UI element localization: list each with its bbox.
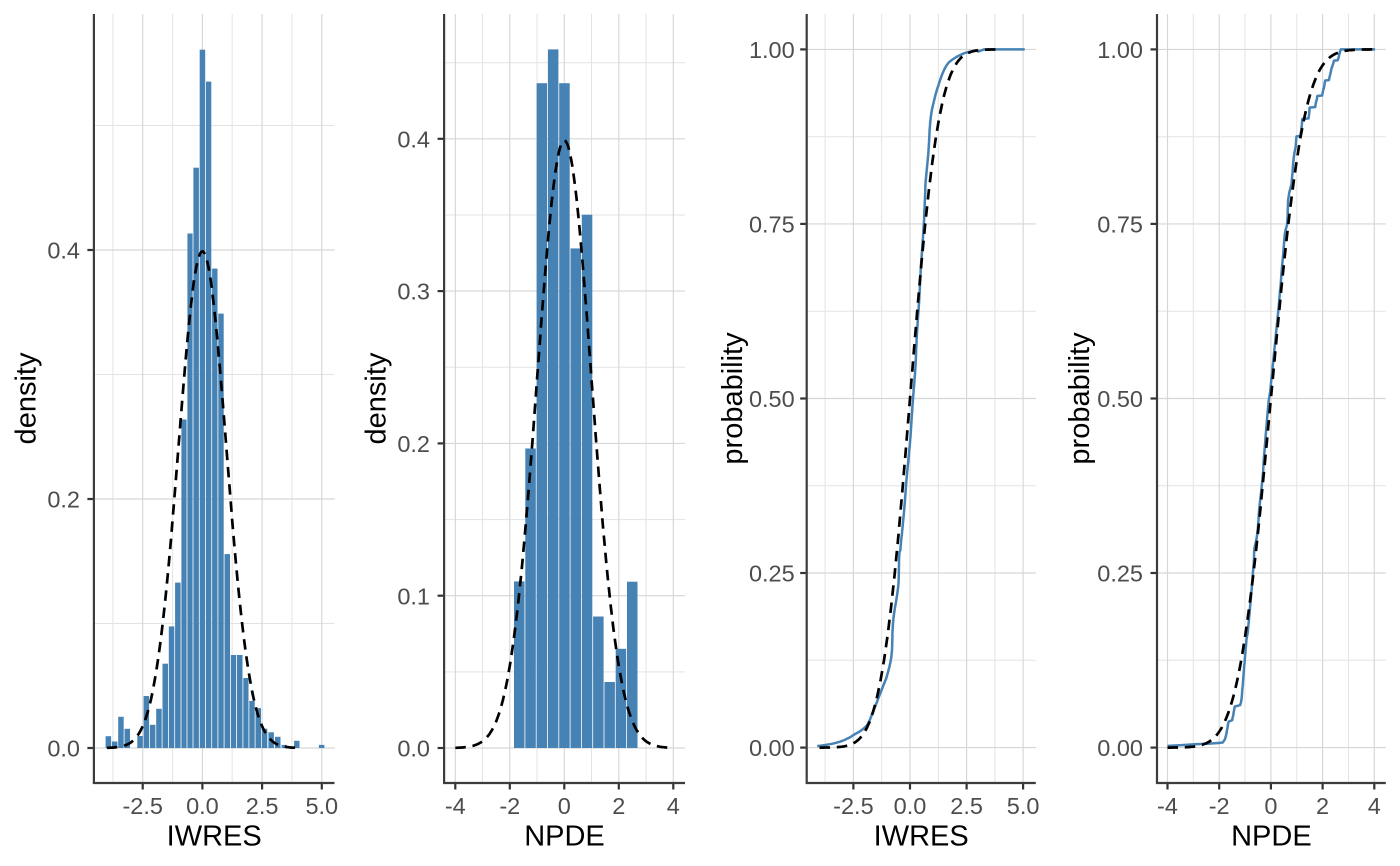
svg-text:-2: -2 bbox=[499, 793, 520, 819]
svg-text:-2.5: -2.5 bbox=[833, 793, 874, 819]
svg-text:probability: probability bbox=[1064, 332, 1096, 465]
svg-text:2: 2 bbox=[1316, 793, 1329, 819]
svg-text:2.5: 2.5 bbox=[950, 793, 983, 819]
svg-text:-2: -2 bbox=[1209, 793, 1230, 819]
svg-text:-4: -4 bbox=[1157, 793, 1178, 819]
svg-text:0.00: 0.00 bbox=[1097, 735, 1143, 761]
svg-text:0.25: 0.25 bbox=[749, 561, 795, 587]
svg-text:4: 4 bbox=[1368, 793, 1381, 819]
svg-text:NPDE: NPDE bbox=[524, 821, 605, 853]
svg-text:1.00: 1.00 bbox=[749, 37, 795, 63]
svg-text:5.0: 5.0 bbox=[1007, 793, 1040, 819]
svg-text:0.0: 0.0 bbox=[47, 736, 80, 762]
svg-text:0.00: 0.00 bbox=[749, 735, 795, 761]
svg-text:0.25: 0.25 bbox=[1097, 561, 1143, 587]
svg-text:4: 4 bbox=[667, 793, 680, 819]
svg-text:0: 0 bbox=[558, 793, 571, 819]
svg-text:2: 2 bbox=[612, 793, 625, 819]
svg-text:0.50: 0.50 bbox=[1097, 386, 1143, 412]
svg-text:0.2: 0.2 bbox=[47, 487, 80, 513]
svg-text:-4: -4 bbox=[445, 793, 466, 819]
svg-text:0.2: 0.2 bbox=[397, 431, 430, 457]
svg-text:density: density bbox=[11, 352, 43, 444]
svg-text:NPDE: NPDE bbox=[1231, 821, 1312, 853]
svg-text:0.3: 0.3 bbox=[397, 279, 430, 305]
svg-text:0.0: 0.0 bbox=[186, 793, 219, 819]
svg-text:0.4: 0.4 bbox=[47, 238, 80, 264]
svg-text:5.0: 5.0 bbox=[305, 793, 338, 819]
svg-text:0.50: 0.50 bbox=[749, 386, 795, 412]
svg-text:2.5: 2.5 bbox=[246, 793, 279, 819]
svg-text:0.75: 0.75 bbox=[749, 212, 795, 238]
svg-text:0.0: 0.0 bbox=[397, 736, 430, 762]
svg-text:-2.5: -2.5 bbox=[122, 793, 163, 819]
svg-text:0.4: 0.4 bbox=[397, 126, 430, 152]
svg-text:0.0: 0.0 bbox=[894, 793, 927, 819]
svg-text:probability: probability bbox=[717, 332, 749, 465]
svg-text:1.00: 1.00 bbox=[1097, 37, 1143, 63]
svg-text:density: density bbox=[361, 352, 393, 444]
svg-text:0.75: 0.75 bbox=[1097, 212, 1143, 238]
svg-text:0: 0 bbox=[1264, 793, 1277, 819]
svg-text:IWRES: IWRES bbox=[167, 821, 262, 853]
svg-text:IWRES: IWRES bbox=[874, 821, 969, 853]
svg-text:0.1: 0.1 bbox=[397, 583, 430, 609]
